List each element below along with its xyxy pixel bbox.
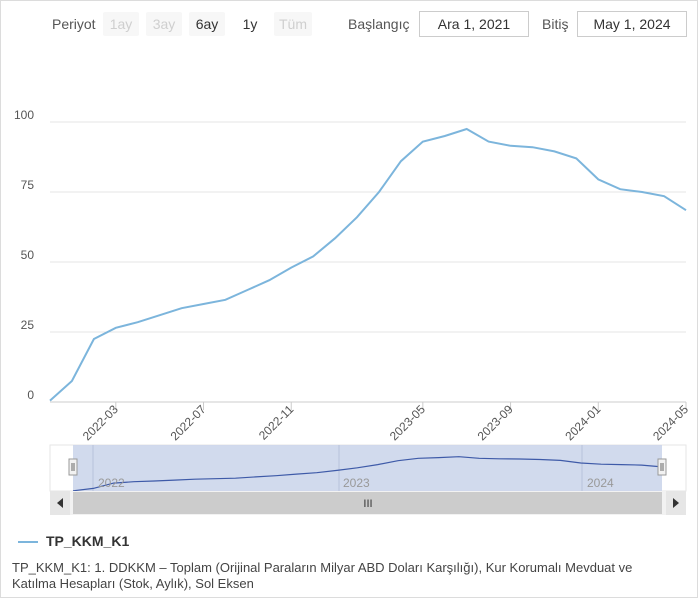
y-tick-label: 100 [14, 108, 34, 122]
y-tick-label: 0 [27, 388, 34, 402]
range-button-1ay[interactable]: 1ay [103, 12, 139, 36]
y-gridlines [50, 121, 686, 333]
range-button-1y[interactable]: 1y [242, 16, 258, 32]
navigator-year-label: 2022 [98, 476, 125, 490]
start-date-label: Başlangıç [348, 16, 410, 32]
start-date-input[interactable]: Ara 1, 2021 [419, 11, 529, 37]
range-button-3ay[interactable]: 3ay [146, 12, 182, 36]
end-date-input[interactable]: May 1, 2024 [577, 11, 687, 37]
navigator-right-handle[interactable] [657, 458, 667, 476]
navigator-year-label: 2023 [343, 476, 370, 490]
x-tick-label: 2024-05 [650, 402, 691, 443]
y-tick-label: 75 [21, 178, 35, 192]
end-date-label: Bitiş [542, 16, 569, 32]
navigator-left-handle[interactable] [68, 458, 78, 476]
scroll-left-arrow-icon [57, 498, 63, 508]
series-line-tp-kkm-k1 [49, 127, 687, 402]
x-tick-label: 2022-07 [168, 402, 209, 443]
range-button-tum[interactable]: Tüm [274, 12, 312, 36]
range-selector-toolbar: Periyot 1ay 3ay 6ay 1y Tüm Başlangıç Ara… [0, 10, 698, 38]
x-tick-label: 2022-03 [80, 402, 121, 443]
navigator-year-label: 2024 [587, 476, 614, 490]
legend-line-symbol [18, 541, 38, 544]
series-description: TP_KKM_K1: 1. DDKKM – Toplam (Orijinal P… [12, 560, 633, 591]
navigator-selected-range[interactable] [73, 445, 662, 491]
y-tick-label: 50 [21, 248, 35, 262]
x-axis-labels: 2022-03 2022-07 2022-11 2023-05 2023-09 2024-… [80, 402, 691, 443]
legend-item[interactable]: TP_KKM_K1 [18, 533, 129, 549]
x-tick-label: 2023-09 [475, 402, 516, 443]
legend-label: TP_KKM_K1 [46, 533, 130, 549]
scroll-right-arrow-icon [673, 498, 679, 508]
scrollbar-grip-icon: III [363, 498, 372, 510]
y-tick-label: 25 [21, 318, 35, 332]
navigator-series-line [72, 456, 663, 492]
x-tick-label: 2022-11 [256, 402, 297, 443]
x-tick-label: 2024-01 [562, 402, 603, 443]
x-axis-ticks [115, 402, 687, 410]
period-label: Periyot [52, 16, 96, 32]
scrollbar-thumb[interactable] [73, 492, 662, 514]
range-button-6ay[interactable]: 6ay [189, 12, 225, 36]
y-axis-labels: 0 25 50 75 100 [14, 108, 34, 402]
x-tick-label: 2023-05 [387, 402, 428, 443]
